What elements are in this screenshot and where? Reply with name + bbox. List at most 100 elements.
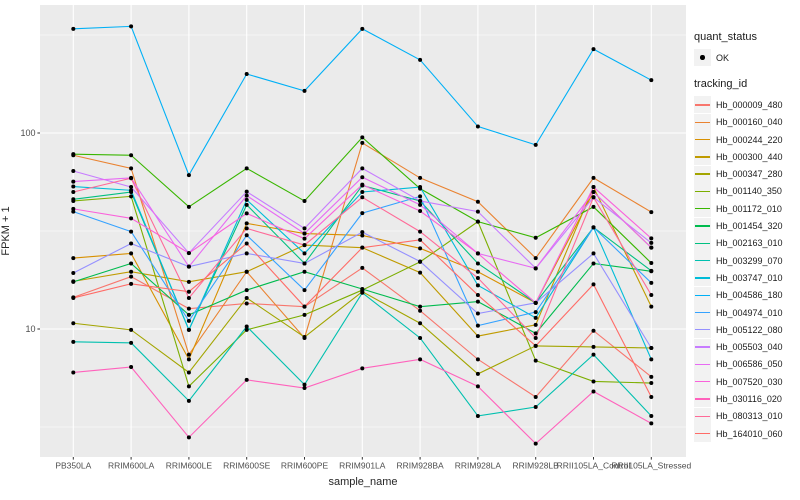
data-point bbox=[533, 404, 538, 409]
legend-tracking-items: Hb_000009_480 Hb_000160_040 Hb_000244_220 H… bbox=[694, 96, 800, 443]
legend-item-label: Hb_001454_320 bbox=[716, 221, 783, 232]
data-point bbox=[533, 358, 538, 363]
legend-line-swatch bbox=[695, 208, 710, 210]
legend-item-label: Hb_007520_030 bbox=[716, 376, 783, 387]
data-point bbox=[591, 389, 596, 394]
legend-item-label: Hb_005122_080 bbox=[716, 324, 783, 335]
legend-item: Hb_000300_440 bbox=[694, 148, 800, 166]
legend-line-swatch bbox=[695, 225, 710, 227]
data-point bbox=[71, 339, 76, 344]
data-point bbox=[244, 269, 249, 274]
data-point bbox=[244, 295, 249, 300]
data-point bbox=[533, 315, 538, 320]
legend-key-box bbox=[694, 234, 711, 252]
data-point bbox=[418, 357, 423, 362]
legend-key-box bbox=[694, 131, 711, 149]
data-point bbox=[418, 194, 423, 199]
data-point bbox=[360, 182, 365, 187]
data-point bbox=[591, 225, 596, 230]
legend-item-label: Hb_002163_010 bbox=[716, 238, 783, 249]
data-point bbox=[302, 243, 307, 248]
legend-item: Hb_004974_010 bbox=[694, 304, 800, 321]
legend-key-box bbox=[694, 165, 711, 183]
data-point bbox=[533, 322, 538, 327]
legend-key-box bbox=[694, 425, 711, 443]
legend-item: Hb_003747_010 bbox=[694, 269, 800, 287]
data-point bbox=[302, 312, 307, 317]
data-point bbox=[244, 189, 249, 194]
data-point bbox=[418, 270, 423, 275]
legend-item: Hb_000244_220 bbox=[694, 131, 800, 149]
data-point bbox=[533, 441, 538, 446]
data-point bbox=[129, 241, 134, 246]
x-tick-label: RRIM928BA bbox=[396, 461, 444, 471]
legend-item-label: Hb_001172_010 bbox=[716, 203, 782, 214]
legend-item: Hb_005122_080 bbox=[694, 321, 800, 339]
data-point bbox=[418, 308, 423, 313]
data-point bbox=[418, 185, 423, 190]
legend-line-swatch bbox=[695, 156, 710, 158]
data-point bbox=[71, 271, 76, 276]
data-point bbox=[244, 166, 249, 171]
legend-key-box bbox=[694, 200, 711, 218]
data-point bbox=[302, 88, 307, 93]
data-point bbox=[360, 233, 365, 238]
legend-line-swatch bbox=[695, 138, 710, 141]
data-point bbox=[591, 204, 596, 209]
data-point bbox=[360, 166, 365, 171]
data-point bbox=[475, 209, 480, 214]
data-point bbox=[360, 286, 365, 291]
data-point bbox=[186, 306, 191, 311]
data-point bbox=[302, 382, 307, 387]
x-tick-label: RRIM928LB bbox=[513, 461, 560, 471]
legend-item: Hb_002163_010 bbox=[694, 234, 800, 252]
data-point bbox=[360, 265, 365, 270]
data-point bbox=[186, 289, 191, 294]
data-point bbox=[244, 241, 249, 246]
legend-line-swatch bbox=[695, 311, 710, 314]
data-point bbox=[244, 226, 249, 231]
data-point bbox=[475, 124, 480, 129]
data-point bbox=[649, 240, 654, 245]
data-point bbox=[649, 293, 654, 298]
x-tick-label: RRIM600PE bbox=[281, 461, 329, 471]
data-point bbox=[475, 261, 480, 266]
data-point bbox=[418, 335, 423, 340]
data-point bbox=[71, 152, 76, 157]
data-point bbox=[186, 295, 191, 300]
data-point bbox=[533, 266, 538, 271]
legend-key-box bbox=[694, 113, 711, 131]
data-point bbox=[129, 274, 134, 279]
legend-key-box bbox=[694, 390, 711, 408]
data-point bbox=[129, 251, 134, 256]
legend-key-box bbox=[694, 269, 711, 287]
legend-item-label: Hb_000160_040 bbox=[716, 117, 783, 128]
data-point bbox=[533, 300, 538, 305]
legend-item: Hb_000009_480 bbox=[694, 96, 800, 114]
data-point bbox=[591, 47, 596, 52]
data-point bbox=[186, 352, 191, 357]
data-point bbox=[360, 366, 365, 371]
data-point bbox=[475, 219, 480, 224]
data-point bbox=[591, 379, 596, 384]
legend-item-label: Hb_080313_010 bbox=[716, 411, 783, 422]
legend-key-box bbox=[694, 182, 711, 200]
data-point bbox=[360, 175, 365, 180]
data-point bbox=[302, 231, 307, 236]
data-point bbox=[591, 185, 596, 190]
data-point bbox=[360, 190, 365, 195]
legend-line-swatch bbox=[695, 398, 710, 400]
legend-item-ok: OK bbox=[694, 49, 800, 67]
legend-key-box bbox=[694, 96, 711, 114]
data-point bbox=[71, 279, 76, 284]
legend-key-box bbox=[694, 252, 711, 270]
data-point bbox=[418, 175, 423, 180]
data-point bbox=[244, 193, 249, 198]
legend-line-swatch bbox=[695, 294, 710, 296]
y-tick-label: 100 bbox=[20, 128, 35, 138]
data-point bbox=[533, 142, 538, 147]
legend-item-label: Hb_003299_070 bbox=[716, 255, 783, 266]
legend-item: Hb_005503_040 bbox=[694, 338, 800, 356]
data-point bbox=[71, 168, 76, 173]
x-tick-label: RRII105LA_Stressed bbox=[611, 461, 691, 471]
